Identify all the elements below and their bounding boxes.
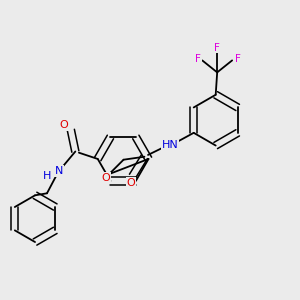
Text: F: F	[235, 54, 240, 64]
Text: O: O	[59, 120, 68, 130]
Text: N: N	[55, 166, 63, 176]
Text: H: H	[43, 171, 51, 181]
Text: HN: HN	[161, 140, 178, 150]
Text: F: F	[195, 54, 201, 64]
Text: O: O	[127, 178, 135, 188]
Text: F: F	[214, 43, 220, 52]
Text: O: O	[101, 172, 110, 183]
